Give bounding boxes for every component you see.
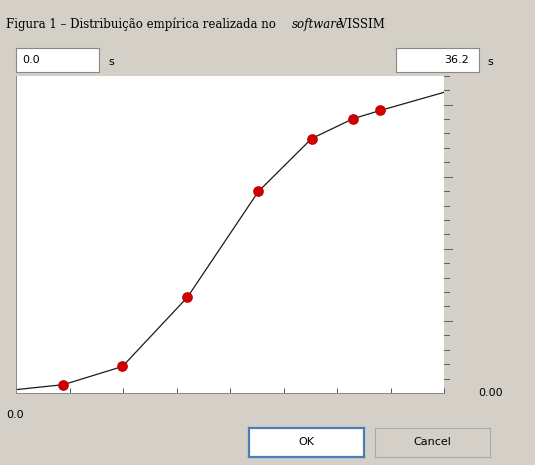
Text: Figura 1 – Distribuição empírica realizada no: Figura 1 – Distribuição empírica realiza… (6, 18, 280, 31)
Text: Cancel: Cancel (413, 437, 451, 447)
Text: software: software (292, 18, 343, 31)
Point (183, 293, 192, 301)
Text: 36.2: 36.2 (444, 55, 469, 65)
Text: s: s (488, 57, 494, 67)
Text: 0.0: 0.0 (22, 55, 40, 65)
Point (307, 135, 316, 142)
Text: OK: OK (299, 437, 314, 447)
Point (349, 115, 357, 122)
Text: VISSIM: VISSIM (335, 18, 385, 31)
Text: 0.00: 0.00 (478, 388, 502, 398)
Text: s: s (108, 57, 114, 67)
Point (118, 363, 127, 370)
Point (254, 188, 263, 195)
Text: 0.0: 0.0 (6, 410, 24, 420)
Point (376, 107, 385, 114)
Point (59, 381, 67, 388)
